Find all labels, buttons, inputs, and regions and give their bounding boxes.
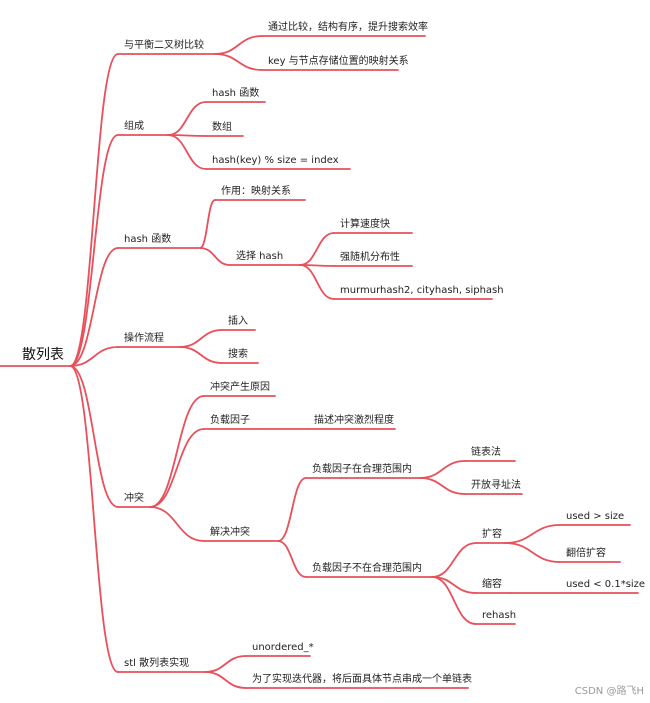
topic-n5c1a: 链表法 [471,445,501,458]
topic-n2: 组成 [124,119,144,132]
topic-n5c2a: 扩容 [482,527,502,540]
topic-n5: 冲突 [124,491,144,504]
topic-n5c: 解决冲突 [210,525,250,538]
connector-n5a [149,395,205,508]
connector-n1a [214,35,263,55]
topic-n6a: unordered_* [252,642,314,653]
connector-n5c2a [431,542,477,578]
topic-n4a: 插入 [228,314,248,327]
connector-n5b [149,428,205,508]
topic-n5c2c: rehash [482,610,516,621]
topic-n5c2a2: 翻倍扩容 [566,546,606,559]
connector-n5 [69,365,119,508]
connector-n5c [149,506,205,542]
topic-n5c2b: 缩容 [482,577,502,590]
topic-n4: 操作流程 [124,331,164,344]
root-topic: 散列表 [22,347,64,363]
connector-n5c2c [431,576,477,625]
topic-n5c1: 负载因子在合理范围内 [312,462,412,475]
topic-n3b1: 计算速度快 [340,217,390,230]
connector-n5c2 [277,540,307,578]
topic-n5c2a1: used > size [566,511,624,522]
topic-n3b3: murmurhash2, cityhash, siphash [340,285,504,296]
topic-n5c2: 负载因子不在合理范围内 [312,561,422,574]
connector-n3b1 [299,232,335,266]
connector-n4a [179,329,223,348]
connector-n3b3 [299,264,335,300]
topic-n2a: hash 函数 [212,86,259,99]
topic-n1a: 通过比较，结构有序，提升搜索效率 [268,20,428,33]
connector-n5c2a2 [504,542,561,563]
topic-n3b2: 强随机分布性 [340,250,400,263]
connector-n5c1a [419,460,466,479]
connector-n3a [199,199,216,249]
connector-n5c2a1 [504,524,561,544]
connector-n1b [214,53,263,71]
topic-n4b: 搜索 [228,347,248,360]
topic-n3: hash 函数 [124,232,171,245]
topic-n5b: 负载因子 [210,413,250,426]
connector-n5c1 [277,477,307,542]
watermark: CSDN @路飞H [575,684,644,697]
topic-n5a: 冲突产生原因 [210,380,270,393]
topic-n6: stl 散列表实现 [124,656,189,669]
topic-n5b1: 描述冲突激烈程度 [314,413,394,426]
connector-n4b [179,346,223,364]
topic-n3a: 作用：映射关系 [221,184,291,197]
topic-n5c2b1: used < 0.1*size [566,579,645,590]
connector-n2c [167,134,207,170]
topic-n1b: key 与节点存储位置的映射关系 [268,54,409,67]
connector-n6 [69,365,119,673]
connector-n3 [69,247,119,367]
topic-n5c1b: 开放寻址法 [471,478,521,491]
connector-n3b [199,247,231,266]
topic-n2b: 数组 [212,120,232,133]
topic-n6b: 为了实现迭代器，将后面具体节点串成一个单链表 [252,672,472,685]
connector-n2a [167,101,207,136]
connector-n2 [69,134,119,367]
topic-n3b: 选择 hash [236,249,283,262]
topic-n2c: hash(key) % size = index [212,155,339,166]
connector-n6a [204,655,247,673]
connector-n4 [69,346,119,367]
connector-n6b [204,671,247,689]
connector-n5c1b [419,477,466,495]
connector-n1 [69,53,119,367]
topic-n1: 与平衡二叉树比较 [124,38,204,51]
